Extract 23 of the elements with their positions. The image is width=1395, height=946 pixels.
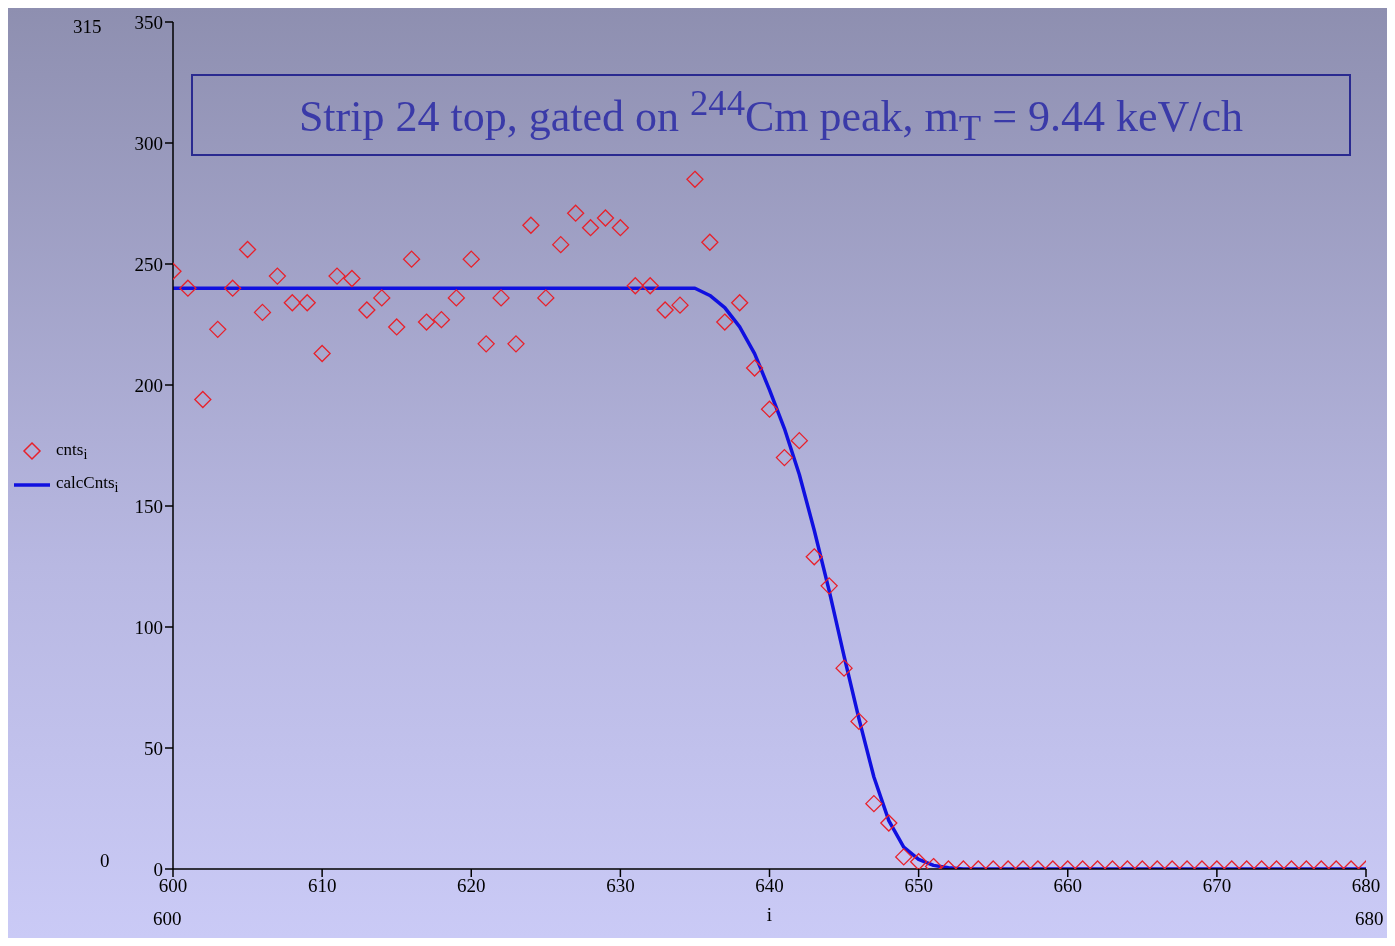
x-tick-label: 620: [457, 875, 486, 897]
y-tick-label: 150: [134, 495, 163, 517]
x-tick-label: 670: [1202, 875, 1232, 897]
y-tick-label: 350: [134, 11, 163, 33]
x-tick-label: 680: [1351, 875, 1381, 897]
y-tick-label: 100: [134, 616, 163, 638]
y-tick-label: 250: [134, 253, 163, 275]
y-tick-label: 300: [134, 132, 163, 154]
text: Strip 24 top, gated on $^{244}$Cm peak, m$_{T}$ = 9.44 keV/ch: [298, 80, 1244, 150]
y-tick-label: 50: [144, 737, 163, 759]
x-tick-label: 630: [606, 875, 635, 897]
x-tick-label: 640: [755, 875, 784, 897]
y-tick-label: 200: [134, 374, 163, 396]
x-axis-title: i: [766, 904, 773, 925]
legend-label: calcCnts$_{i}$: [56, 473, 119, 496]
legend-label: cnts$_{i}$: [56, 439, 88, 462]
x-tick-label: 650: [904, 875, 933, 897]
text: 0: [100, 850, 110, 871]
x-tick-label: 660: [1053, 875, 1082, 897]
text: 600: [153, 908, 182, 929]
text: 680: [1355, 908, 1384, 929]
text: 315: [73, 16, 102, 37]
x-tick-label: 610: [307, 875, 337, 897]
